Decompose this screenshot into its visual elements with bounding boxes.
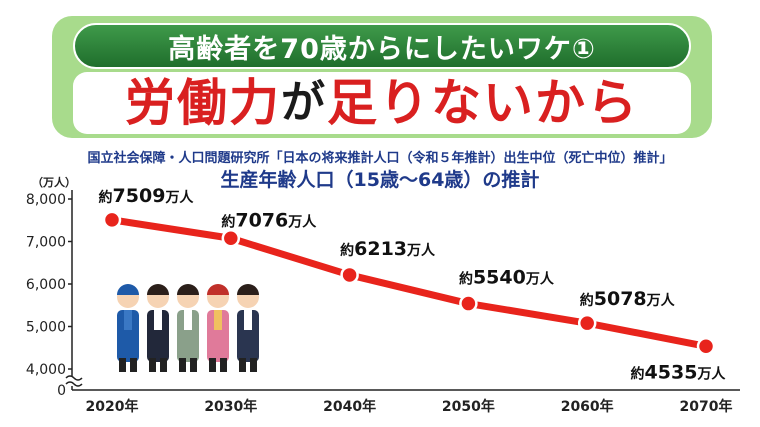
data-label: 約7509万人 [99, 185, 195, 207]
axis-break-mark [65, 375, 83, 381]
data-point [340, 265, 359, 285]
chart-axes: （万人） 8,000 7,000 6,000 5,000 4,000 0 2020年 2030年… [26, 175, 740, 415]
y-tick-label: 5,000 [26, 320, 66, 336]
x-tick-label: 2020年 [86, 398, 139, 415]
worker-figure [117, 284, 139, 372]
series-path [111, 216, 707, 350]
header-subtitle: 高齢者を70歳からにしたいワケ① [73, 23, 691, 69]
x-tick-label: 2050年 [442, 398, 495, 415]
data-label: 約5540万人 [459, 267, 555, 289]
data-point [221, 229, 241, 248]
series-line [102, 210, 716, 356]
title-part-1: 労働力 [125, 74, 281, 132]
y-axis-unit: （万人） [32, 175, 76, 189]
y-tick-label: 6,000 [26, 277, 66, 293]
data-label: 約6213万人 [340, 238, 436, 260]
x-tick-label: 2070年 [680, 398, 733, 415]
y-zero-label: 0 [57, 383, 66, 399]
main-title: 労働力 が 足りないから [73, 72, 691, 134]
data-point [577, 313, 597, 333]
y-tick-label: 7,000 [26, 235, 66, 251]
worker-figure [237, 284, 259, 372]
title-part-2: が [281, 77, 327, 128]
data-label: 約4535万人 [631, 361, 727, 383]
worker-figure [177, 284, 199, 372]
x-tick-label: 2060年 [561, 398, 614, 415]
data-label: 約7076万人 [221, 209, 317, 231]
worker-figure [147, 284, 169, 372]
x-tick-label: 2040年 [323, 398, 376, 415]
worker-figure [207, 284, 229, 372]
data-point [459, 294, 478, 313]
y-tick-label: 8,000 [26, 192, 66, 208]
data-label: 約5078万人 [580, 288, 676, 310]
y-tick-label: 4,000 [26, 362, 66, 378]
workers-group-icon [117, 284, 259, 372]
data-labels: 約7509万人約7076万人約6213万人約5540万人約5078万人約4535… [99, 185, 727, 383]
axis-break-mark [65, 381, 83, 387]
chart-title: 生産年齢人口（15歳〜64歳）の推計 [220, 169, 540, 191]
source-note: 国立社会保障・人口問題研究所「日本の将来推計人口（令和５年推計）出生中位（死亡中… [87, 151, 673, 166]
title-part-3: 足りないから [327, 74, 639, 132]
data-point [696, 337, 716, 356]
data-point [102, 210, 122, 230]
x-tick-label: 2030年 [204, 398, 257, 415]
